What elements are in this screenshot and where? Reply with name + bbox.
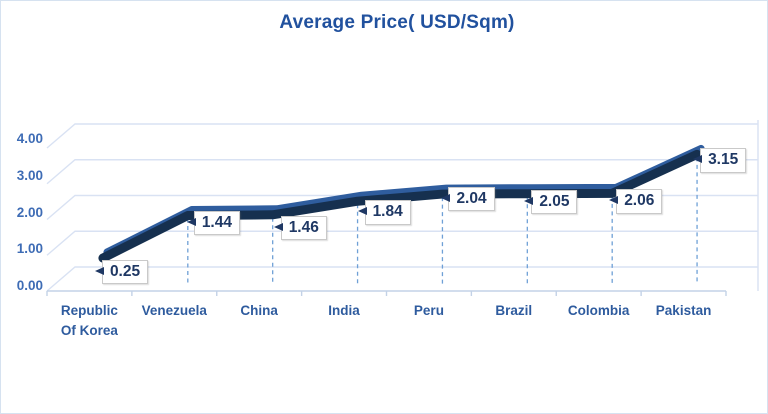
- data-label: 2.05: [524, 189, 578, 215]
- x-axis-label: Colombia: [567, 303, 630, 318]
- y-axis-label: 1.00: [16, 241, 43, 257]
- chart-title: Average Price( USD/Sqm): [279, 12, 515, 33]
- y-axis-label: 0.00: [16, 278, 43, 293]
- series-ribbon-top: [103, 144, 705, 256]
- data-label: 1.46: [273, 215, 327, 241]
- data-label: 1.44: [186, 210, 240, 235]
- x-axis-label: China: [240, 303, 278, 318]
- x-axis-label: Brazil: [495, 303, 533, 318]
- y-axis-label: 4.00: [16, 131, 43, 146]
- gridline: [46, 266, 758, 292]
- data-label: 3.15: [693, 148, 747, 173]
- x-axis-label: India: [328, 303, 360, 318]
- gridline: [46, 230, 758, 256]
- data-label: 2.04: [441, 187, 495, 212]
- data-label: 1.84: [357, 200, 411, 225]
- y-axis-label: 2.00: [16, 204, 43, 220]
- x-axis-label: Peru: [413, 303, 444, 318]
- data-label: 2.06: [609, 189, 663, 214]
- data-label: 0.25: [94, 260, 149, 285]
- gridline: [46, 123, 758, 149]
- gridline: [46, 159, 758, 185]
- x-axis-label: Venezuela: [141, 303, 207, 318]
- y-axis-label: 3.00: [16, 167, 43, 183]
- x-axis-label: Republic Of Korea: [60, 303, 118, 339]
- x-axis-label: Pakistan: [655, 303, 712, 318]
